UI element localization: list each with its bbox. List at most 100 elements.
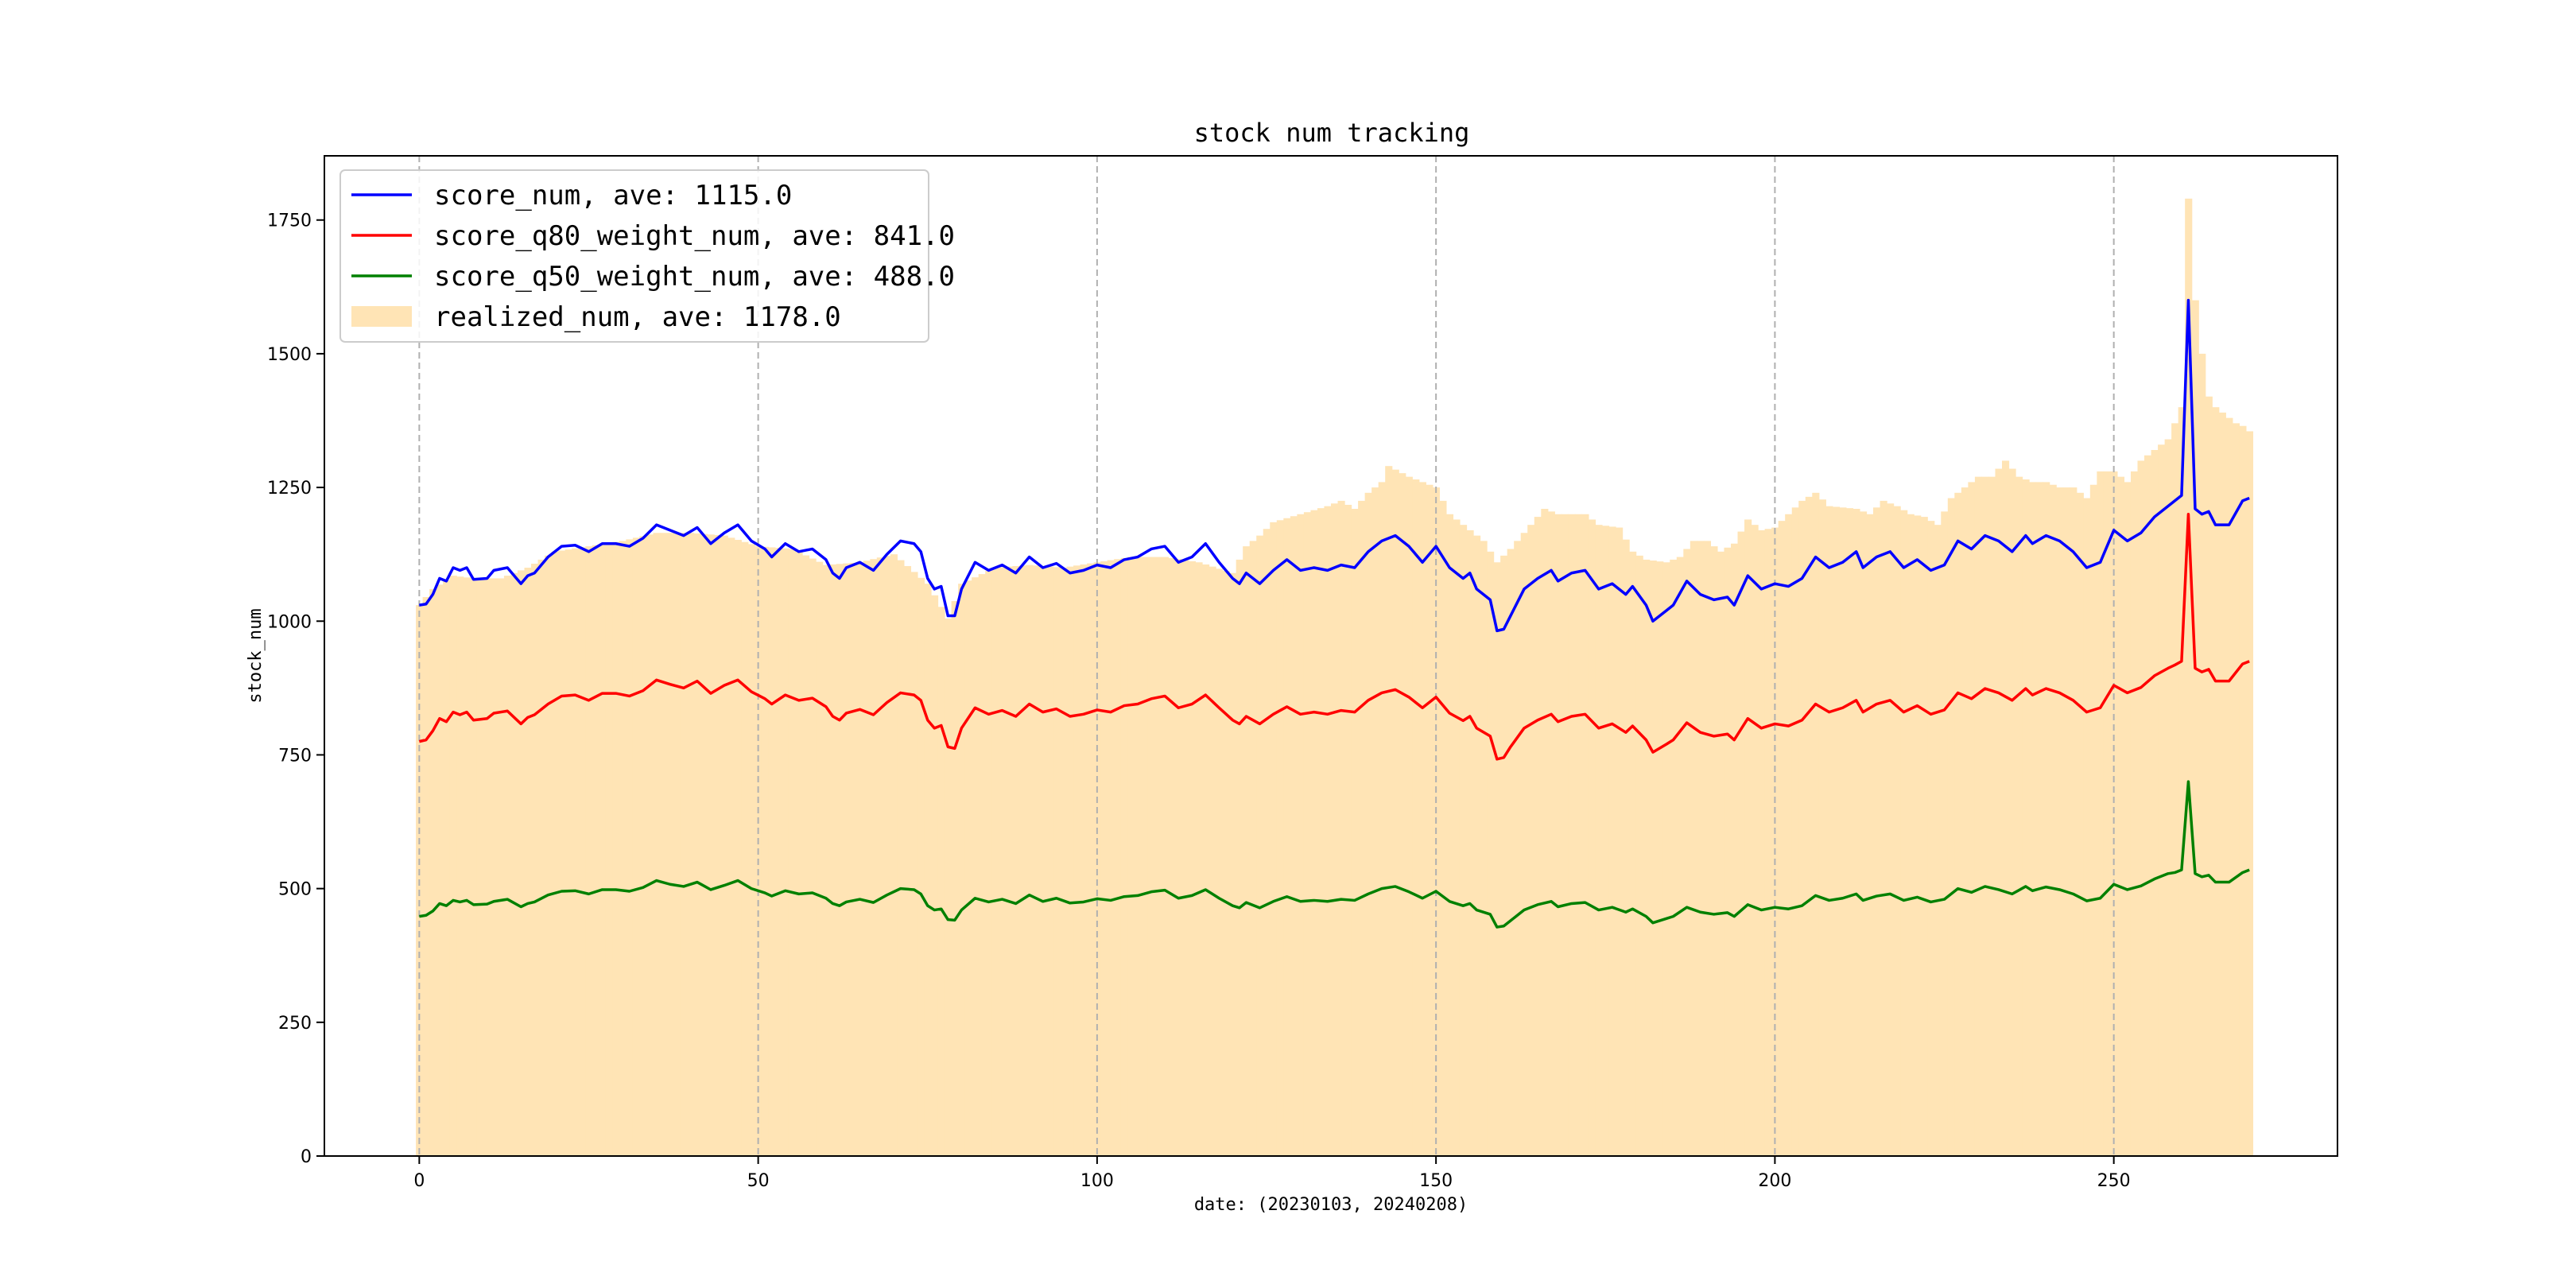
realized-bar [2137,460,2145,1156]
realized-bar [2232,423,2240,1156]
realized-bar [1920,517,1928,1156]
realized-bar [870,559,878,1156]
realized-bar [1120,557,1128,1156]
realized-bar [1195,562,1203,1156]
realized-bar [1758,530,1766,1156]
x-axis-label: date: (20230103, 20240208) [1194,1195,1468,1215]
realized-bar [2171,423,2179,1156]
realized-bar [1046,566,1054,1156]
realized-bar [972,577,980,1156]
realized-bar [1717,551,1725,1156]
realized-bar [2015,476,2023,1156]
realized-bar [1954,492,1962,1156]
realized-bar [1859,511,1868,1156]
realized-bar [1914,515,1922,1156]
realized-bar [503,576,512,1156]
realized-bar [924,584,932,1156]
realized-bar [727,537,735,1156]
realized-bar [843,563,851,1156]
realized-bar [707,534,715,1156]
realized-bar [1845,508,1854,1156]
realized-bar [782,548,789,1156]
realized-bar [422,597,430,1156]
realized-bar [1588,519,1596,1156]
realized-bar [1080,564,1088,1156]
realized-bar [639,536,647,1156]
realized-bar [545,555,553,1156]
realized-bar [1934,525,1942,1156]
realized-bar [1073,565,1081,1156]
realized-bar [2116,476,2125,1156]
x-tick-label: 50 [747,1171,770,1191]
realized-bar [551,551,559,1156]
realized-bar [1331,503,1339,1156]
realized-bar [2164,439,2172,1156]
realized-bar [1087,563,1095,1156]
realized-bar [2029,482,2037,1156]
realized-bar [945,618,952,1156]
realized-bar [443,580,451,1156]
realized-bar [1297,514,1305,1156]
realized-bar [1453,519,1461,1156]
realized-bar [1168,557,1176,1156]
realized-bar [1480,541,1488,1156]
realized-bar [747,544,755,1156]
realized-bar [592,545,599,1156]
realized-bar [1439,500,1447,1156]
legend: score_num, ave: 1115.0 score_q80_weight_n… [339,169,955,343]
realized-bar [1670,559,1678,1156]
realized-bar [632,537,641,1156]
legend-entry: score_num, ave: 1115.0 [434,180,792,211]
x-tick-label: 100 [1080,1171,1114,1191]
realized-bar [1276,520,1284,1156]
y-tick-label: 750 [278,746,312,766]
realized-bar [700,533,708,1156]
realized-bar [476,578,484,1156]
realized-bar [2043,482,2050,1156]
realized-bar [741,541,749,1156]
realized-bar [1378,482,1386,1156]
realized-bar [1134,557,1142,1156]
realized-bar [1656,561,1664,1156]
realized-bar [1574,514,1583,1156]
plot-frame [324,155,2338,1157]
realized-bar [1527,525,1535,1156]
realized-bar [1412,479,1420,1156]
realized-bar [822,564,830,1156]
x-tick-label: 250 [2097,1171,2131,1191]
realized-bar [1595,525,1603,1156]
realized-bar [666,533,674,1156]
realized-bar [931,595,939,1156]
realized-bar [1635,555,1643,1156]
realized-bar [1703,541,1712,1156]
realized-bar [788,549,797,1156]
realized-bar [1507,549,1515,1156]
realized-bar [2185,198,2193,1156]
realized-bar [856,562,864,1156]
realized-bar [1805,496,1813,1156]
realized-bar [2097,471,2105,1156]
legend-box [339,169,929,343]
realized-bar [1791,507,1799,1156]
realized-bar [1785,514,1793,1156]
realized-bar [2070,487,2077,1156]
series-line [419,298,2250,633]
realized-bar [2103,471,2112,1156]
realized-bar [2022,479,2030,1156]
realized-bar [2049,484,2057,1156]
realized-bar [951,601,959,1156]
realized-bar [1059,568,1068,1156]
realized-bar [1216,568,1224,1156]
realized-bar [1391,469,1399,1156]
realized-bar [991,568,999,1156]
realized-bar [497,578,505,1156]
realized-bar [646,534,654,1156]
realized-bar [1405,476,1413,1156]
realized-bar [1188,561,1197,1156]
realized-bar [612,541,620,1156]
realized-bar [1154,557,1162,1156]
realized-bar [1371,487,1379,1156]
realized-bar [1751,525,1759,1156]
realized-bar [673,533,681,1156]
realized-bar [1018,565,1026,1156]
